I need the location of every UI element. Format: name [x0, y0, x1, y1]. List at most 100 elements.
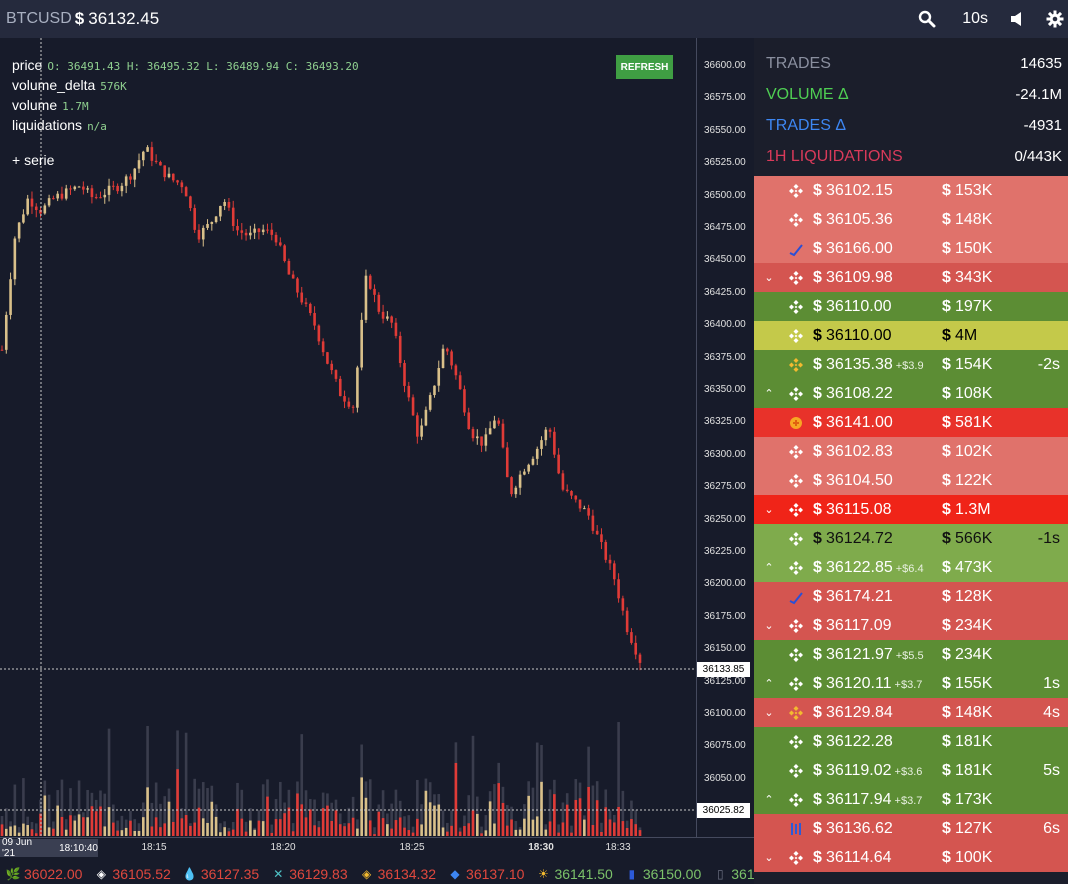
ticker-item[interactable]: 💧 36127.35 [182, 866, 259, 882]
volume-bar [514, 821, 518, 836]
volume-delta-bar [13, 825, 17, 836]
trade-row[interactable]: $36122.28 $181K [754, 727, 1068, 756]
legend-liquidations-row[interactable]: liquidations n/a [12, 116, 359, 136]
volume-bar [330, 802, 334, 836]
trade-row[interactable]: $36174.21 $128K [754, 582, 1068, 611]
ticker-item[interactable]: ◈ 36134.32 [360, 866, 436, 882]
ticker-item[interactable]: ☀ 36141.50 [536, 866, 613, 882]
candle-body [424, 409, 428, 426]
trade-row[interactable]: $36166.00 $150K [754, 234, 1068, 263]
trade-row[interactable]: ⌄ $36115.08 $1.3M [754, 495, 1068, 524]
ticker-item[interactable]: 🌿 36022.00 [6, 866, 83, 882]
trade-price: 36108.22 [826, 385, 896, 403]
candle-body [484, 434, 488, 446]
ticker-item[interactable]: ◆ 36137.10 [448, 866, 524, 882]
time-axis[interactable]: 09 Jun '21 18:10:40 18:15 18:20 18:25 18… [0, 837, 754, 859]
candle-body [403, 363, 406, 386]
volume-bar [300, 734, 304, 836]
gear-icon[interactable] [1046, 10, 1064, 28]
volume-bar [347, 807, 351, 836]
legend-price-row[interactable]: price O: 36491.43 H: 36495.32 L: 36489.94… [12, 56, 359, 76]
trade-row[interactable]: $36110.00 $197K [754, 292, 1068, 321]
trade-row[interactable]: $36102.83 $102K [754, 437, 1068, 466]
add-serie-button[interactable]: + serie [12, 152, 55, 168]
trade-row[interactable]: ⌄ $36117.09 $234K [754, 611, 1068, 640]
price-tick: 36125.00 [704, 675, 746, 687]
binance-icon [788, 763, 804, 779]
trade-amount: 155K [955, 674, 993, 692]
candle-body [304, 302, 308, 304]
crosshair-price-tag: 36025.82 [697, 803, 750, 818]
binance-icon [788, 444, 804, 460]
trade-row[interactable]: $36141.00 $581K [754, 408, 1068, 437]
volume-delta-bar [574, 799, 578, 836]
candle-body [433, 385, 436, 396]
volume-bar [34, 823, 38, 836]
trades-list[interactable]: $36102.15 $153K $36105.36 $148K $36166.00 $15… [754, 176, 1068, 872]
trade-row[interactable]: ⌃ $36108.22 $108K [754, 379, 1068, 408]
candle-body [544, 429, 548, 441]
volume-bar [64, 819, 68, 836]
candle-body [116, 185, 119, 192]
trade-row[interactable]: ⌄ $36129.84 $148K 4s [754, 698, 1068, 727]
volume-delta-bar [9, 826, 12, 836]
ticker-item[interactable]: ✕ 36129.83 [271, 866, 347, 882]
trade-row[interactable]: $36102.15 $153K [754, 176, 1068, 205]
trade-row[interactable]: $36104.50 $122K [754, 466, 1068, 495]
candle-body [338, 378, 342, 397]
candle-body [343, 396, 346, 402]
candle-body [617, 579, 620, 599]
sun-icon: ☀ [538, 867, 549, 881]
volume-delta-bar [377, 811, 381, 836]
trade-row[interactable]: $36119.02 +$3.6 $181K 5s [754, 756, 1068, 785]
legend-volume-delta-row[interactable]: volume_delta 576K [12, 76, 359, 96]
candle-body [437, 368, 441, 386]
trade-row[interactable]: ⌃ $36117.94 +$3.7 $173K [754, 785, 1068, 814]
trade-row[interactable]: ⌃ $36122.85 +$6.4 $473K [754, 553, 1068, 582]
candle-body [553, 431, 556, 455]
trade-row[interactable]: $36105.36 $148K [754, 205, 1068, 234]
volume-icon[interactable] [1010, 11, 1024, 27]
volume-bar [356, 819, 359, 836]
dollar-icon: $ [813, 674, 822, 692]
time-tick: 18:33 [605, 842, 631, 853]
refresh-button[interactable]: REFRESH [616, 55, 673, 79]
ticker-item[interactable]: ▯ 36154.2 [713, 866, 754, 882]
volume-delta-bar [47, 827, 51, 836]
trade-price: 36114.64 [826, 849, 895, 867]
dollar-icon: $ [813, 761, 822, 779]
volume-delta-bar [480, 833, 483, 836]
volume-delta-bar [356, 828, 359, 836]
trade-row[interactable]: $36110.00 $4M [754, 321, 1068, 350]
candle-body [471, 429, 475, 439]
price-axis[interactable] [696, 38, 754, 846]
legend-volume-row[interactable]: volume 1.7M [12, 96, 359, 116]
volume-delta-bar [249, 820, 252, 836]
trade-amount: 4M [955, 326, 978, 344]
binance-icon [788, 676, 804, 692]
interval-selector[interactable]: 10s [962, 10, 988, 27]
candle-body [133, 168, 137, 180]
candle-body [600, 534, 603, 543]
price-chart[interactable]: 36600.00 36575.00 36550.00 36525.00 36500.00… [0, 38, 754, 884]
trade-row[interactable]: ⌄ $36109.98 $343K [754, 263, 1068, 292]
pair-name[interactable]: BTCUSD [6, 10, 72, 27]
trade-row[interactable]: $36124.72 $566K -1s [754, 524, 1068, 553]
candle-body [441, 348, 445, 369]
volume-delta-bar [321, 808, 325, 836]
trade-row[interactable]: ⌄ $36114.64 $100K [754, 843, 1068, 872]
ticker-item[interactable]: ◈ 36105.52 [94, 866, 171, 882]
volume-delta-bar [488, 801, 492, 836]
trade-row[interactable]: $36121.97 +$5.5 $234K [754, 640, 1068, 669]
dollar-icon: $ [942, 355, 951, 373]
trade-row[interactable]: $36135.38 +$3.9 $154K -2s [754, 350, 1068, 379]
ticker-item[interactable]: ▮ 36150.00 [625, 866, 702, 882]
binance-icon [788, 270, 804, 286]
trade-row[interactable]: ⌃ $36120.11 +$3.7 $155K 1s [754, 669, 1068, 698]
search-icon[interactable] [918, 10, 936, 28]
candlestick-chart[interactable] [0, 38, 754, 838]
crosshair-date: 09 Jun '21 [2, 837, 33, 859]
trade-row[interactable]: $36136.62 $127K 6s [754, 814, 1068, 843]
stat-row: TRADES Δ -4931 [754, 110, 1068, 141]
volume-bar [394, 789, 398, 836]
